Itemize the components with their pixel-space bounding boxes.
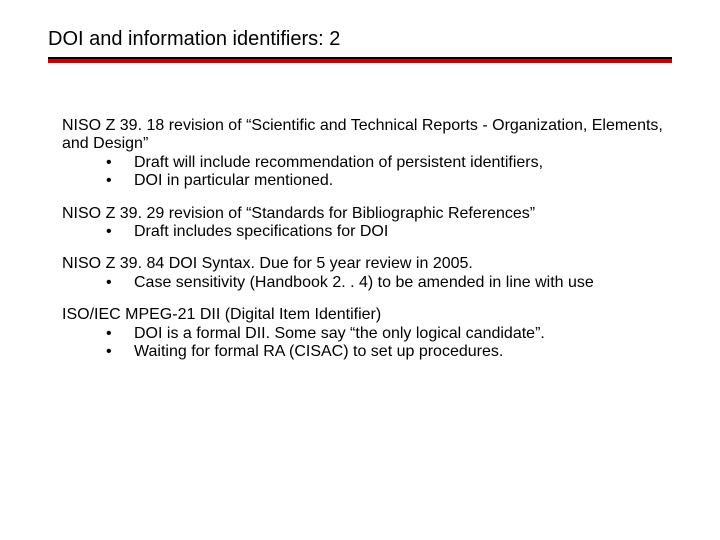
section: NISO Z 39. 18 revision of “Scientific an… — [62, 117, 664, 191]
list-item: Case sensitivity (Handbook 2. . 4) to be… — [62, 274, 664, 292]
section: ISO/IEC MPEG-21 DII (Digital Item Identi… — [62, 306, 664, 361]
list-item: DOI in particular mentioned. — [62, 172, 664, 190]
section-lead: NISO Z 39. 18 revision of “Scientific an… — [62, 117, 664, 154]
section: NISO Z 39. 84 DOI Syntax. Due for 5 year… — [62, 255, 664, 292]
slide-body: NISO Z 39. 18 revision of “Scientific an… — [48, 117, 672, 361]
list-item: Draft will include recommendation of per… — [62, 154, 664, 172]
section: NISO Z 39. 29 revision of “Standards for… — [62, 205, 664, 242]
list-item: Waiting for formal RA (CISAC) to set up … — [62, 343, 664, 361]
bullet-list: Draft will include recommendation of per… — [62, 154, 664, 191]
bullet-list: Draft includes specifications for DOI — [62, 223, 664, 241]
slide: DOI and information identifiers: 2 NISO … — [0, 0, 720, 540]
list-item: Draft includes specifications for DOI — [62, 223, 664, 241]
bullet-list: DOI is a formal DII. Some say “the only … — [62, 325, 664, 362]
slide-title: DOI and information identifiers: 2 — [48, 28, 672, 51]
section-lead: ISO/IEC MPEG-21 DII (Digital Item Identi… — [62, 306, 664, 324]
section-lead: NISO Z 39. 84 DOI Syntax. Due for 5 year… — [62, 255, 664, 273]
list-item: DOI is a formal DII. Some say “the only … — [62, 325, 664, 343]
title-underline-red — [48, 59, 672, 63]
section-lead: NISO Z 39. 29 revision of “Standards for… — [62, 205, 664, 223]
bullet-list: Case sensitivity (Handbook 2. . 4) to be… — [62, 274, 664, 292]
